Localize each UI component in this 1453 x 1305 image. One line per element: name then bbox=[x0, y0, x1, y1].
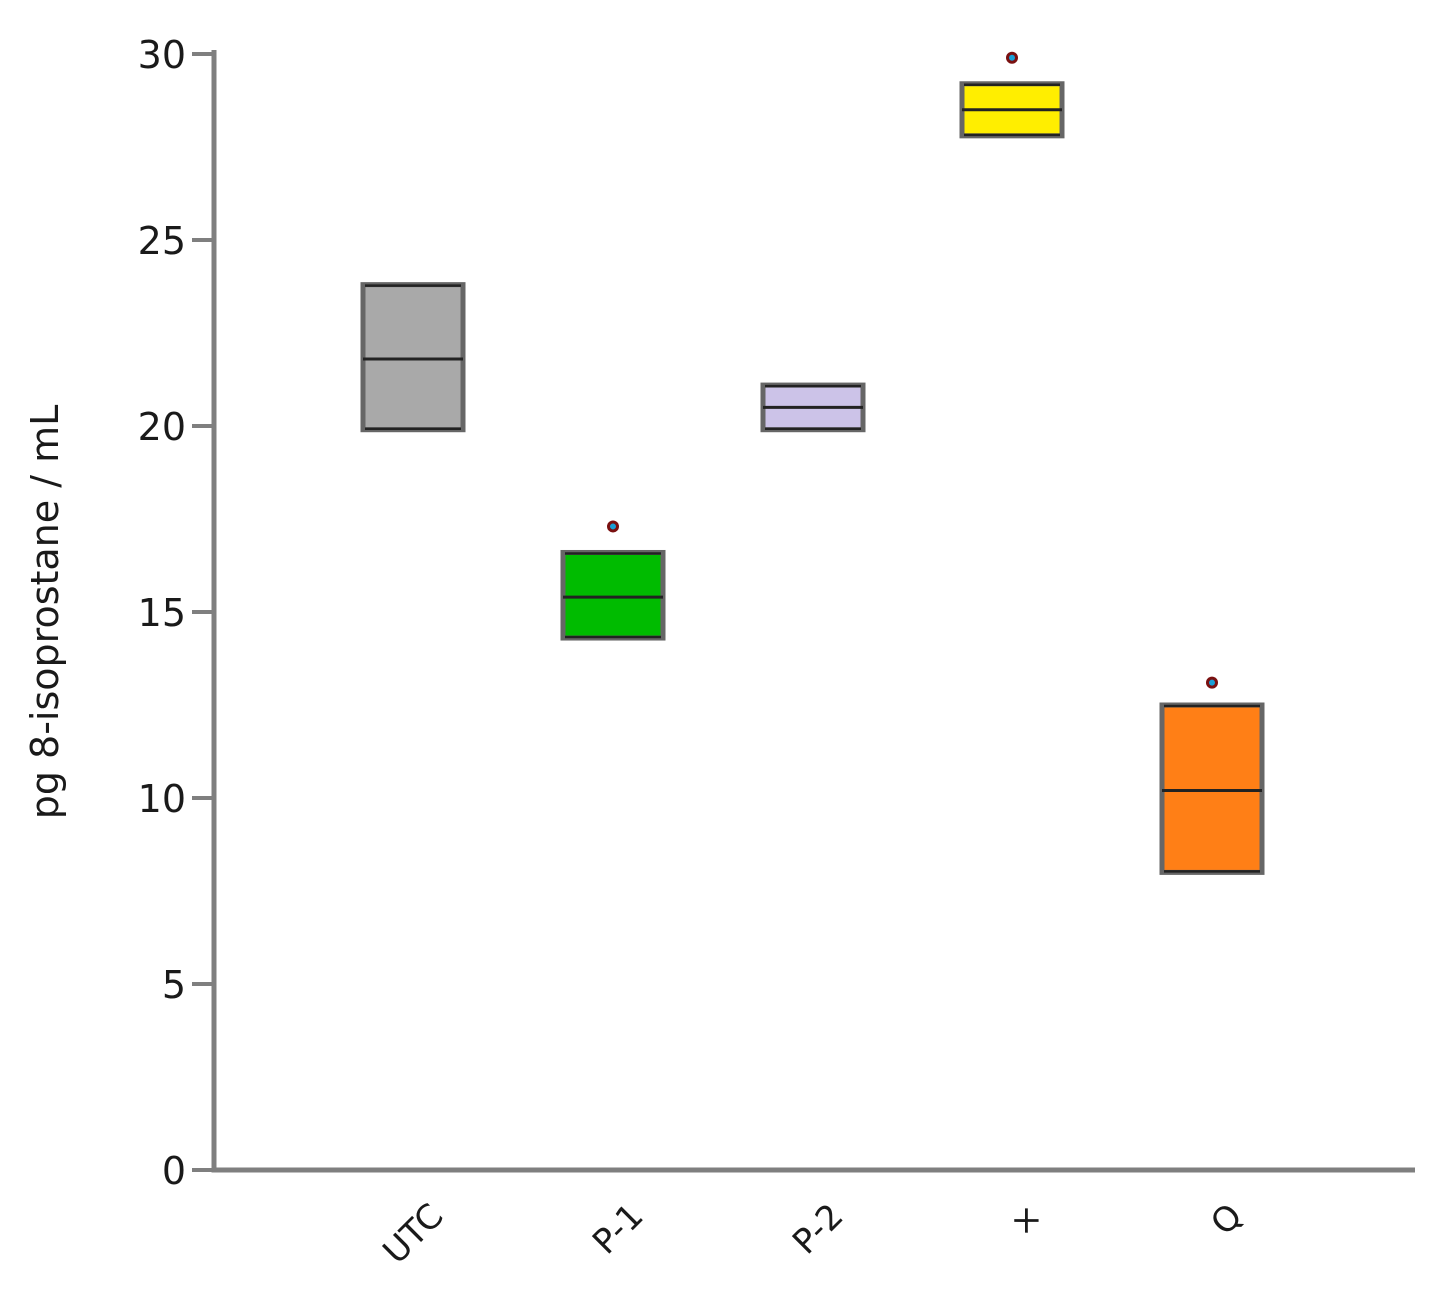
y-axis-title: pg 8-isoprostane / mL bbox=[23, 405, 67, 820]
x-category-label: P-1 bbox=[585, 1196, 651, 1262]
box-3 bbox=[959, 81, 1065, 139]
x-category-label: P-2 bbox=[785, 1196, 851, 1262]
marker-inner bbox=[1009, 54, 1015, 61]
x-axis: UTC P-1 P-2 × Q bbox=[211, 1167, 1415, 1272]
marker-inner bbox=[610, 523, 616, 530]
x-category-label: × bbox=[1002, 1196, 1050, 1244]
box-4 bbox=[1159, 702, 1265, 875]
y-axis: 0 5 10 15 20 25 30 bbox=[138, 33, 217, 1193]
x-category-label: Q bbox=[1203, 1196, 1250, 1243]
y-tick-label: 10 bbox=[138, 777, 186, 821]
y-tick-label: 30 bbox=[138, 33, 186, 77]
box-1 bbox=[560, 549, 666, 641]
y-tick-label: 5 bbox=[162, 963, 186, 1007]
x-category-label: UTC bbox=[375, 1196, 451, 1272]
y-tick-label: 20 bbox=[138, 405, 186, 449]
box-0 bbox=[360, 282, 466, 433]
y-tick-label: 15 bbox=[138, 591, 186, 635]
y-tick-label: 0 bbox=[162, 1149, 186, 1193]
boxes bbox=[360, 81, 1265, 875]
box-2 bbox=[760, 382, 866, 433]
significance-marker bbox=[607, 520, 619, 533]
box-body bbox=[560, 549, 666, 641]
box-body bbox=[1159, 702, 1265, 875]
significance-markers bbox=[607, 51, 1218, 689]
y-tick-label: 25 bbox=[138, 219, 186, 263]
marker-inner bbox=[1209, 679, 1215, 686]
significance-marker bbox=[1006, 51, 1018, 64]
significance-marker bbox=[1206, 676, 1218, 689]
box-body bbox=[360, 282, 466, 433]
